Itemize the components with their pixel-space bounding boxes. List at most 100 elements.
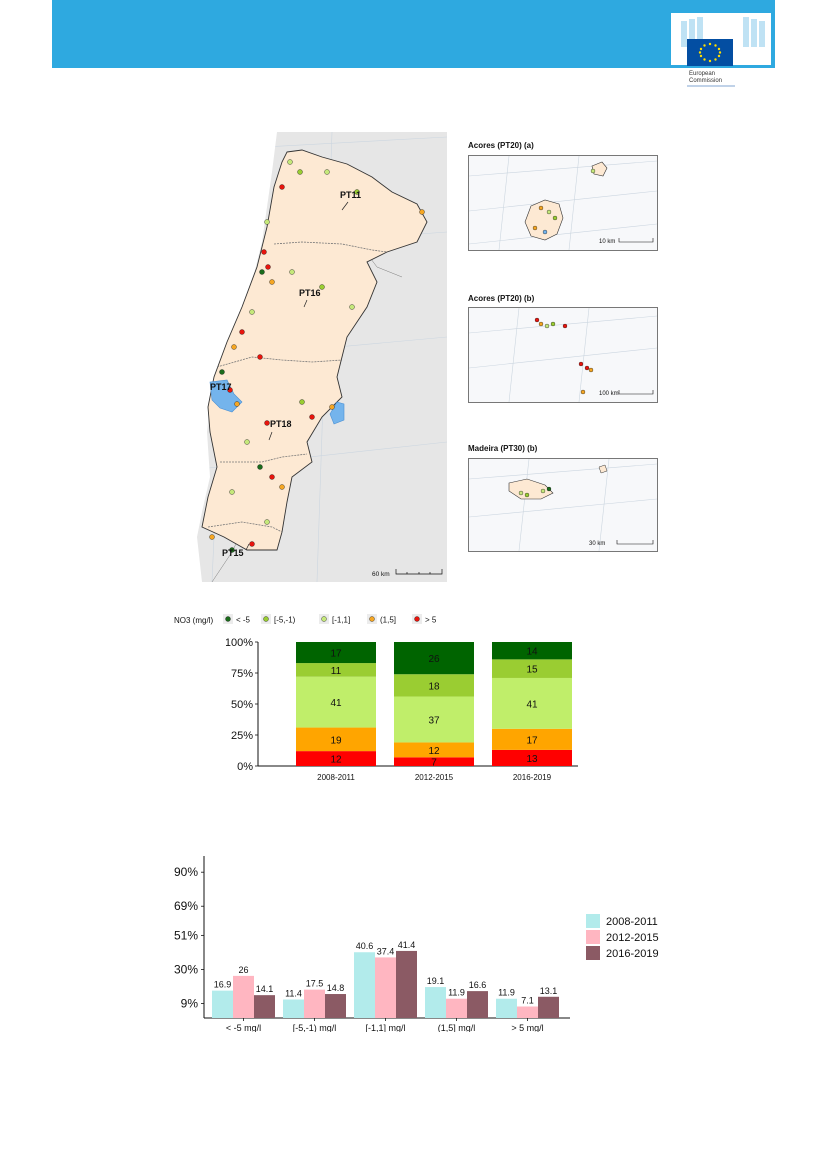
legend-label: [-1,1]	[332, 616, 350, 625]
inset2-scale-label: 100 km	[599, 391, 619, 397]
stacked-bar-segment	[492, 728, 572, 750]
stacked-bar-segment	[492, 659, 572, 678]
grouped-bar	[354, 952, 375, 1018]
map-label-pt11: PT11	[340, 190, 361, 200]
stacked-bar-segment	[296, 663, 376, 677]
x-category-label: (1,5] mg/l	[438, 1023, 476, 1032]
map-label-pt16: PT16	[299, 288, 321, 298]
grouped-bar	[304, 989, 325, 1018]
legend-label: 2008-2011	[606, 916, 658, 928]
inset3-map: 30 km	[468, 458, 658, 552]
map-label-pt15: PT15	[222, 548, 244, 558]
legend-label: < -5	[236, 616, 251, 625]
grouped-bar	[375, 957, 396, 1018]
y-tick-label: 50%	[231, 699, 253, 711]
portugal-main-map: PT11 PT16 PT17 PT18 PT15 60 km	[172, 132, 447, 582]
inset1-title: Acores (PT20) (a)	[468, 141, 534, 150]
segment-value-label: 7	[431, 758, 437, 769]
segment-value-label: 11	[331, 666, 342, 677]
segment-value-label: 19	[330, 735, 342, 746]
main-map-scale-label: 60 km	[372, 571, 390, 578]
bar-value-label: 37.4	[377, 946, 395, 956]
inset2-title: Acores (PT20) (b)	[468, 294, 535, 303]
grouped-bar	[254, 995, 275, 1018]
inset3-scale-label: 30 km	[589, 541, 605, 547]
stacked-bar-segment	[492, 642, 572, 660]
grouped-bar	[446, 998, 467, 1018]
segment-value-label: 37	[428, 716, 440, 727]
stacked-bar-segment	[296, 727, 376, 752]
legend-swatch	[586, 930, 600, 944]
european-commission-logo: European Commission	[671, 13, 771, 88]
legend-label: 2016-2019	[606, 948, 659, 960]
y-tick-label: 30%	[174, 962, 198, 976]
inset2-map: 100 km	[468, 307, 658, 403]
bar-value-label: 17.5	[306, 979, 324, 989]
ec-emblem-icon	[671, 13, 771, 87]
bar-value-label: 13.1	[540, 986, 558, 996]
stacked-bar-segment	[394, 696, 474, 743]
bar-value-label: 14.1	[256, 984, 274, 994]
y-tick-label: 51%	[174, 928, 198, 942]
bar-value-label: 14.8	[327, 983, 345, 993]
x-category-label: > 5 mg/l	[511, 1023, 543, 1032]
stacked-bar-segment	[296, 751, 376, 766]
x-category-label: 2016-2019	[513, 773, 552, 782]
legend-label: [-5,-1)	[274, 616, 296, 625]
bar-value-label: 7.1	[521, 995, 534, 1005]
y-tick-label: 9%	[181, 996, 199, 1010]
stacked-bar-segment	[394, 674, 474, 697]
inset1-map: 10 km	[468, 155, 658, 251]
bar-value-label: 16.6	[469, 980, 487, 990]
stacked-bar-segment	[394, 642, 474, 675]
bar-value-label: 11.4	[285, 989, 302, 999]
legend-swatch	[586, 914, 600, 928]
legend-swatch	[369, 616, 375, 622]
x-category-label: [-1,1] mg/l	[365, 1023, 405, 1032]
y-tick-label: 0%	[237, 761, 253, 773]
grouped-bar	[283, 999, 304, 1018]
inset1-scale-label: 10 km	[599, 239, 615, 245]
bar-value-label: 40.6	[356, 941, 374, 951]
logo-text-line1: European	[689, 71, 716, 77]
legend-title: NO3 (mg/l)	[174, 616, 213, 625]
grouped-bar	[467, 991, 488, 1018]
segment-value-label: 17	[526, 735, 538, 746]
bar-value-label: 11.9	[498, 988, 515, 998]
segment-value-label: 18	[428, 681, 440, 692]
x-category-label: [-5,-1) mg/l	[293, 1023, 337, 1032]
grouped-bar	[396, 950, 417, 1018]
bar-value-label: 41.4	[398, 940, 416, 950]
x-category-label: < -5 mg/l	[226, 1023, 261, 1032]
bar-value-label: 19.1	[427, 976, 445, 986]
map-legend: NO3 (mg/l) < -5 [-5,-1) [-1,1] (1,5] > 5	[174, 612, 474, 630]
logo-text-line2: Commission	[689, 78, 723, 84]
grouped-bar	[538, 996, 559, 1018]
y-tick-label: 75%	[231, 668, 253, 680]
stacked-bar-segment	[394, 757, 474, 766]
segment-value-label: 12	[330, 755, 342, 766]
y-tick-label: 90%	[174, 865, 198, 879]
stacked-bar-segment	[296, 676, 376, 728]
bar-value-label: 11.9	[448, 988, 465, 998]
map-label-pt18: PT18	[270, 419, 292, 429]
segment-value-label: 15	[526, 665, 538, 676]
legend-swatch	[263, 616, 269, 622]
segment-value-label: 14	[526, 647, 538, 658]
grouped-bar	[325, 994, 346, 1018]
stacked-bar-chart: 0% 25% 50% 75% 100% 12 19 41 11 17 2008-2011 7 12 37 1…	[226, 636, 586, 788]
segment-value-label: 41	[330, 698, 342, 709]
y-tick-label: 69%	[174, 899, 198, 913]
stacked-bar-segment	[492, 677, 572, 729]
x-category-label: 2008-2011	[317, 773, 355, 782]
legend-label: (1,5]	[380, 616, 396, 625]
bar-value-label: 16.9	[214, 980, 232, 990]
grouped-bar	[233, 975, 254, 1018]
grouped-bar	[517, 1006, 538, 1018]
grouped-bar-chart: 9% 30% 51% 69% 90% 16.9 26 14.1 < -5 mg/l 11.4 17.…	[150, 852, 670, 1032]
stacked-bar-segment	[296, 642, 376, 664]
legend-label: > 5	[425, 616, 437, 625]
grouped-bar	[212, 990, 233, 1018]
legend-swatch	[586, 946, 600, 960]
map-label-pt17: PT17	[210, 382, 232, 392]
